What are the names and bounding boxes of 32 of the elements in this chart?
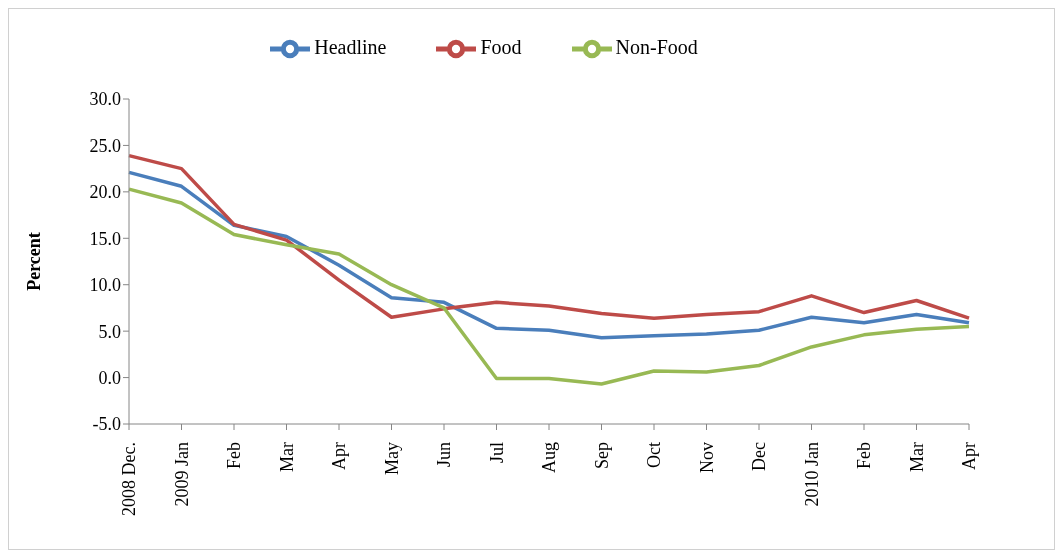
x-tick-label: Aug [539, 442, 559, 473]
line-series [127, 153, 971, 320]
x-tick-label: Jul [486, 442, 507, 464]
y-tick-label: 20.0 [89, 182, 121, 203]
y-tick-label: 10.0 [89, 275, 121, 296]
y-tick-label: 30.0 [89, 89, 121, 110]
x-tick-label: Nov [696, 442, 717, 473]
x-tick-label: Feb [224, 442, 244, 469]
y-axis-title: Percent [24, 232, 45, 291]
x-tick-label: Sep [591, 442, 612, 469]
line-series [127, 187, 971, 386]
x-tick-label: Mar [276, 442, 297, 472]
y-tick-label: 0.0 [98, 367, 121, 388]
legend-label: Non-Food [615, 35, 698, 58]
x-tick-label: Dec [749, 442, 769, 471]
x-tick-label: Feb [854, 442, 874, 469]
x-tick-label: Jun [434, 442, 454, 468]
x-tick-label: 2008 Dec. [119, 442, 139, 516]
y-tick-label: 15.0 [89, 228, 121, 249]
x-tick-label: Apr [959, 442, 979, 470]
x-tick-label: Oct [644, 442, 664, 468]
y-tick-label: 5.0 [98, 321, 121, 342]
legend-label: Headline [314, 35, 387, 58]
x-tick-label: Mar [906, 442, 927, 472]
y-tick-label: 25.0 [89, 135, 121, 156]
legend-label: Food [480, 35, 522, 58]
line-series [127, 170, 971, 340]
x-tick-label: Apr [329, 442, 349, 470]
x-tick-label: May [381, 442, 402, 475]
x-tick-label: 2010 Jan [801, 442, 822, 507]
x-tick-label: 2009 Jan [171, 442, 192, 507]
y-tick-label: -5.0 [92, 414, 121, 435]
